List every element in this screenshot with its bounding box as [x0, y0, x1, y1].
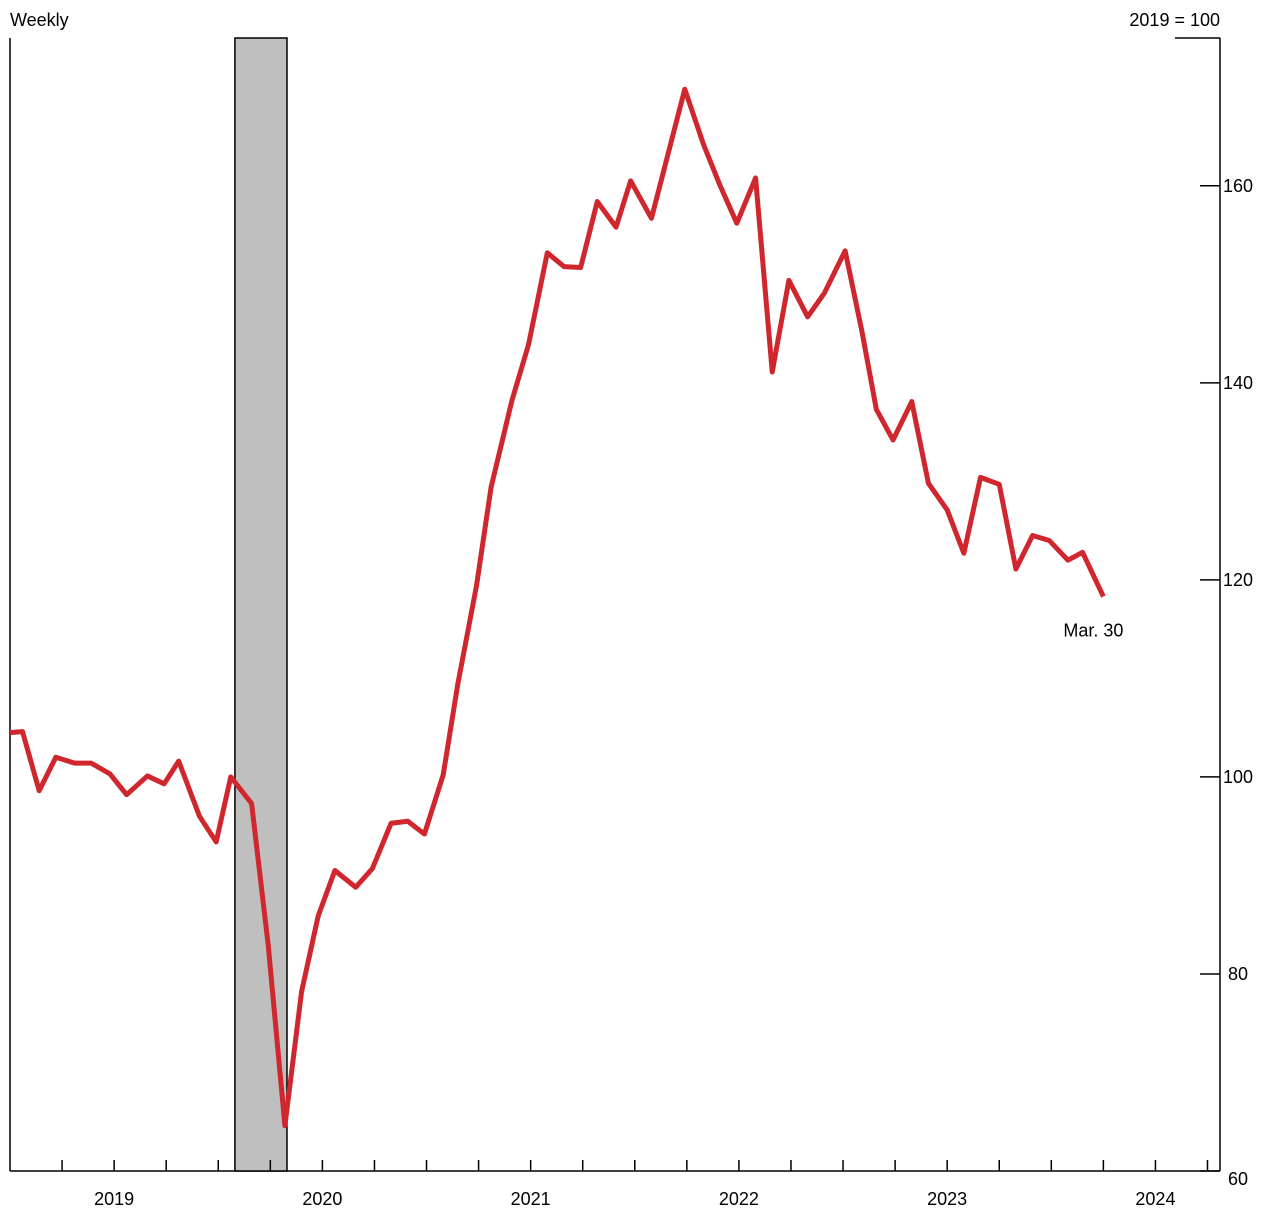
y-tick-label: 80 — [1228, 964, 1248, 984]
y-tick-label: 100 — [1223, 767, 1253, 787]
data-line — [9, 86, 1106, 1129]
end-annotation: Mar. 30 — [1063, 621, 1123, 641]
x-tick-label: 2022 — [719, 1189, 759, 1209]
x-tick-label: 2024 — [1135, 1189, 1175, 1209]
y-tick-label: 60 — [1228, 1169, 1248, 1189]
recession-shade — [234, 37, 288, 1172]
x-tick-label: 2021 — [511, 1189, 551, 1209]
y-tick-label: 160 — [1223, 176, 1253, 196]
y-tick-label: 140 — [1223, 373, 1253, 393]
y-axis-label: Weekly — [10, 10, 69, 30]
x-tick-label: 2020 — [302, 1189, 342, 1209]
x-tick-label: 2023 — [927, 1189, 967, 1209]
x-tick-label: 2019 — [94, 1189, 134, 1209]
y2-axis-label: 2019 = 100 — [1129, 10, 1220, 30]
y-tick-label: 120 — [1223, 570, 1253, 590]
